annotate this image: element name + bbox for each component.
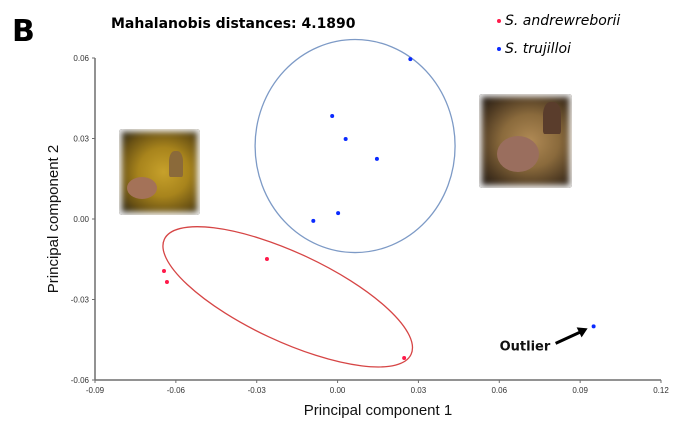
bat-face-shape	[127, 177, 157, 199]
legend-item-s-andrewreborii: S. andrewreborii	[497, 13, 620, 29]
data-point	[402, 355, 407, 360]
data-point	[591, 324, 596, 329]
panel-label: B	[12, 14, 35, 49]
y-tick-label: 0.06	[73, 54, 89, 63]
bat-ear-shape	[169, 151, 183, 177]
data-point	[330, 113, 335, 118]
data-point	[408, 57, 413, 62]
axes: -0.06-0.030.000.030.06-0.09 -0.06 -0.03 0.0…	[45, 54, 669, 419]
data-point	[164, 280, 169, 285]
ellipse-s-andrewreborii	[162, 226, 414, 368]
legend-label: S. andrewreborii	[505, 13, 621, 29]
data-point	[161, 269, 166, 274]
data-point	[374, 156, 379, 161]
bat-photo-s-trujilloi	[479, 94, 572, 188]
bat-photo-s-andrewreborii	[119, 129, 200, 215]
annotations: Outlier	[500, 327, 588, 354]
x-tick-label: -0.03	[248, 386, 267, 395]
x-tick-label: 0.06	[491, 386, 507, 395]
y-tick-label: -0.03	[71, 296, 90, 305]
x-tick-label: -0.06	[167, 386, 186, 395]
annotation-arrow-head	[576, 327, 588, 338]
chart-title: Mahalanobis distances: 4.1890	[111, 16, 356, 32]
y-tick-label: 0.03	[73, 135, 89, 144]
confidence-ellipses	[162, 38, 456, 368]
annotation-arrow-shaft	[554, 330, 581, 345]
x-tick-label: 0.03	[411, 386, 427, 395]
data-points	[161, 57, 596, 360]
ellipse-s-trujilloi	[254, 38, 456, 254]
annotation-label: Outlier	[500, 339, 551, 354]
data-point	[311, 218, 316, 223]
legend-label: S. trujilloi	[505, 41, 571, 57]
legend-item-s-trujilloi: S. trujilloi	[497, 41, 571, 57]
x-tick-label: 0.00	[330, 386, 346, 395]
y-tick-label: -0.06	[71, 376, 90, 385]
x-tick-label: 0.09	[572, 386, 588, 395]
x-tick-label: -0.09	[86, 386, 105, 395]
x-tick-label: 0.12	[653, 386, 669, 395]
data-point	[264, 256, 269, 261]
y-tick-label: 0.00	[73, 215, 89, 224]
legend-marker-red	[497, 19, 501, 23]
bat-face-shape	[497, 136, 539, 172]
bat-ear-shape	[543, 102, 561, 134]
legend-marker-blue	[497, 47, 501, 51]
data-point	[336, 211, 341, 216]
x-axis-label: Principal component 1	[304, 402, 452, 419]
y-axis-label: Principal component 2	[45, 145, 62, 293]
data-point	[343, 137, 348, 142]
